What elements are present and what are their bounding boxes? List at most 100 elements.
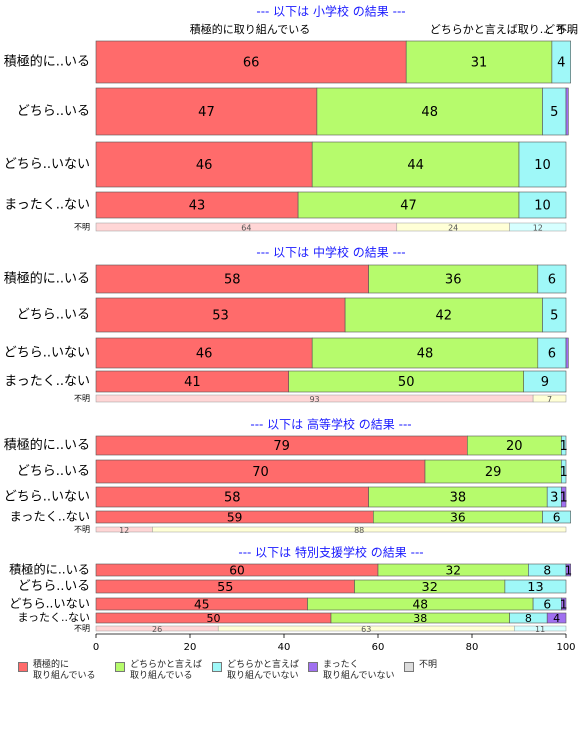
- unknown-label: 不明: [74, 624, 90, 633]
- unknown-data-label: 93: [309, 395, 319, 404]
- data-label: 1: [560, 439, 568, 454]
- bar-segment: [560, 486, 567, 508]
- data-label: 1: [564, 564, 572, 578]
- bar-segment: [518, 141, 567, 188]
- bar-segment: [95, 191, 299, 219]
- x-tick-label: 60: [372, 642, 385, 653]
- legend-swatch: [308, 662, 318, 672]
- data-label: 20: [506, 439, 523, 454]
- data-label: 10: [534, 199, 551, 214]
- bar-segment: [518, 191, 567, 219]
- data-label: 47: [400, 199, 417, 214]
- bar-segment: [560, 435, 567, 456]
- x-tick-label: 100: [556, 642, 575, 653]
- category-label: 積極的に..いる: [4, 271, 90, 287]
- data-label: 53: [212, 309, 229, 324]
- legend-swatch: [404, 662, 414, 672]
- unknown-data-label: 26: [152, 625, 162, 634]
- data-label: 8: [525, 612, 532, 625]
- data-label: 5: [550, 309, 558, 324]
- legend-swatch: [115, 662, 125, 672]
- data-label: 32: [445, 564, 461, 578]
- data-label: 59: [227, 511, 243, 525]
- bar-segment: [551, 40, 572, 84]
- data-label: 1: [560, 465, 568, 480]
- x-tick-label: 0: [93, 642, 99, 653]
- legend-label: どちらかと言えば 取り組んでいる: [130, 660, 203, 681]
- data-label: 13: [527, 580, 543, 595]
- header-label: どち...: [544, 23, 577, 36]
- data-label: 29: [485, 465, 502, 480]
- panel-title: --- 以下は 特別支援学校 の結果 ---: [238, 545, 423, 560]
- bar-segment: [537, 337, 567, 369]
- data-label: 1: [560, 491, 568, 506]
- data-label: 50: [398, 375, 415, 390]
- bar-segment: [537, 264, 567, 294]
- data-label: 31: [471, 56, 488, 71]
- x-tick-label: 20: [184, 642, 197, 653]
- category-label: まったく..ない: [4, 198, 90, 213]
- unknown-label: 不明: [74, 223, 90, 232]
- legend-item: どちらかと言えば 取り組んでいる: [115, 660, 202, 682]
- data-label: 4: [557, 56, 565, 71]
- unknown-label: 不明: [74, 525, 90, 534]
- category-label: 積極的に..いる: [4, 437, 90, 453]
- unknown-segment: [514, 625, 567, 632]
- legend-item: 不明: [404, 660, 437, 672]
- unknown-data-label: 7: [547, 395, 552, 404]
- panel-title: --- 以下は 高等学校 の結果 ---: [250, 417, 411, 432]
- category-label: どちら..いない: [9, 597, 90, 611]
- data-label: 48: [413, 598, 429, 612]
- x-tick-label: 40: [278, 642, 291, 653]
- category-label: どちら..いない: [4, 490, 90, 505]
- data-label: 58: [224, 273, 241, 288]
- unknown-segment: [509, 222, 567, 232]
- data-label: 50: [207, 612, 221, 625]
- data-label: 60: [229, 564, 245, 578]
- data-label: 48: [417, 347, 434, 362]
- bar-segment: [560, 597, 567, 611]
- bar-segment: [565, 87, 569, 136]
- panel-title: --- 以下は 中学校 の結果 ---: [256, 245, 405, 260]
- bar-segment: [504, 579, 567, 594]
- data-label: 6: [553, 511, 561, 525]
- unknown-data-label: 88: [354, 526, 364, 535]
- data-label: 47: [198, 105, 215, 120]
- legend-label: 不明: [419, 660, 438, 670]
- data-label: 46: [196, 347, 213, 362]
- category-label: 積極的に..いる: [9, 562, 90, 577]
- data-label: 5: [550, 105, 558, 120]
- header-label: 不明: [556, 23, 578, 36]
- bar-segment: [565, 337, 569, 369]
- unknown-segment: [532, 394, 567, 403]
- bar-segment: [311, 141, 520, 188]
- legend-item: まったく 取り組んでいない: [308, 660, 395, 682]
- data-label: 58: [224, 491, 241, 506]
- bar-segment: [316, 87, 543, 136]
- bar-segment: [95, 297, 346, 333]
- data-label: 38: [450, 491, 467, 506]
- data-label: 79: [273, 439, 290, 454]
- data-label: 43: [189, 199, 206, 214]
- data-label: 10: [534, 158, 551, 173]
- bar-segment: [542, 510, 572, 524]
- data-label: 3: [550, 491, 558, 506]
- bar-segment: [95, 337, 313, 369]
- legend-swatch: [212, 662, 222, 672]
- unknown-data-label: 12: [119, 526, 129, 535]
- legend-label: 積極的に 取り組んでいる: [33, 660, 96, 681]
- data-label: 4: [553, 612, 560, 625]
- bar-segment: [565, 563, 571, 577]
- unknown-data-label: 24: [448, 224, 458, 233]
- unknown-data-label: 12: [533, 224, 543, 233]
- data-label: 8: [543, 564, 551, 578]
- bar-segment: [95, 141, 313, 188]
- unknown-data-label: 63: [361, 625, 371, 634]
- category-label: どちら..いる: [17, 464, 90, 479]
- data-label: 70: [252, 465, 269, 480]
- unknown-data-label: 64: [241, 224, 251, 233]
- legend-label: まったく 取り組んでいない: [323, 660, 395, 681]
- bar-segment: [546, 612, 567, 624]
